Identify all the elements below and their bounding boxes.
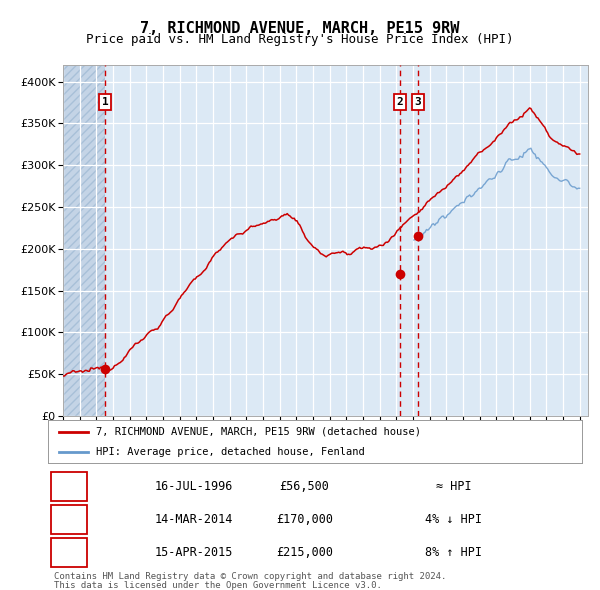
Text: Price paid vs. HM Land Registry's House Price Index (HPI): Price paid vs. HM Land Registry's House …: [86, 33, 514, 46]
Text: 7, RICHMOND AVENUE, MARCH, PE15 9RW (detached house): 7, RICHMOND AVENUE, MARCH, PE15 9RW (det…: [96, 427, 421, 437]
Bar: [63, 65, 106, 416]
FancyBboxPatch shape: [50, 505, 87, 535]
Text: £215,000: £215,000: [276, 546, 333, 559]
Text: 1: 1: [102, 97, 109, 107]
Text: ≈ HPI: ≈ HPI: [436, 480, 472, 493]
Text: 2: 2: [66, 513, 73, 526]
Text: 8% ↑ HPI: 8% ↑ HPI: [425, 546, 482, 559]
Text: £170,000: £170,000: [276, 513, 333, 526]
Text: 1: 1: [66, 480, 73, 493]
Text: 4% ↓ HPI: 4% ↓ HPI: [425, 513, 482, 526]
Text: 16-JUL-1996: 16-JUL-1996: [155, 480, 233, 493]
Text: HPI: Average price, detached house, Fenland: HPI: Average price, detached house, Fenl…: [96, 447, 365, 457]
FancyBboxPatch shape: [50, 472, 87, 501]
Text: 14-MAR-2014: 14-MAR-2014: [155, 513, 233, 526]
Text: 2: 2: [396, 97, 403, 107]
Text: 7, RICHMOND AVENUE, MARCH, PE15 9RW: 7, RICHMOND AVENUE, MARCH, PE15 9RW: [140, 21, 460, 35]
Text: 3: 3: [66, 546, 73, 559]
Text: 15-APR-2015: 15-APR-2015: [155, 546, 233, 559]
Text: £56,500: £56,500: [280, 480, 329, 493]
Text: 3: 3: [415, 97, 421, 107]
FancyBboxPatch shape: [50, 538, 87, 568]
Text: This data is licensed under the Open Government Licence v3.0.: This data is licensed under the Open Gov…: [54, 581, 382, 590]
Text: Contains HM Land Registry data © Crown copyright and database right 2024.: Contains HM Land Registry data © Crown c…: [54, 572, 446, 581]
